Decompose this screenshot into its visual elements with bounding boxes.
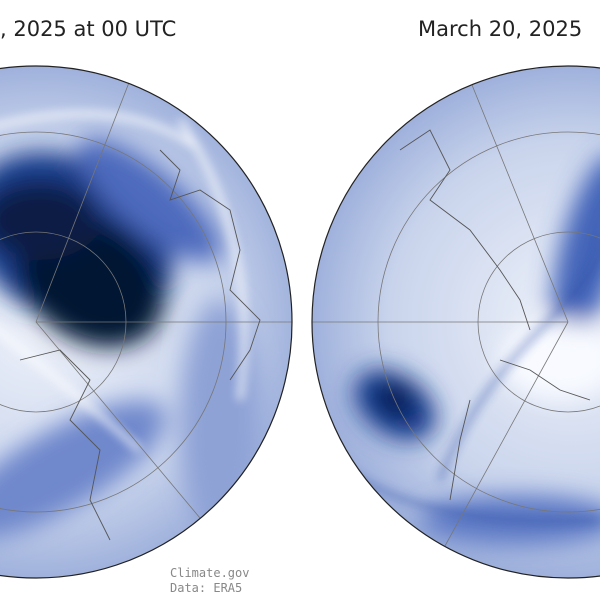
left-title: , 2025 at 00 UTC (0, 17, 176, 41)
right-map (312, 66, 600, 578)
left-map (0, 66, 292, 578)
left-map-border (0, 65, 293, 579)
right-map-border (311, 65, 600, 579)
credit-source: Climate.gov (170, 566, 249, 580)
credit-data: Data: ERA5 (170, 581, 242, 595)
right-title: March 20, 2025 (418, 17, 582, 41)
